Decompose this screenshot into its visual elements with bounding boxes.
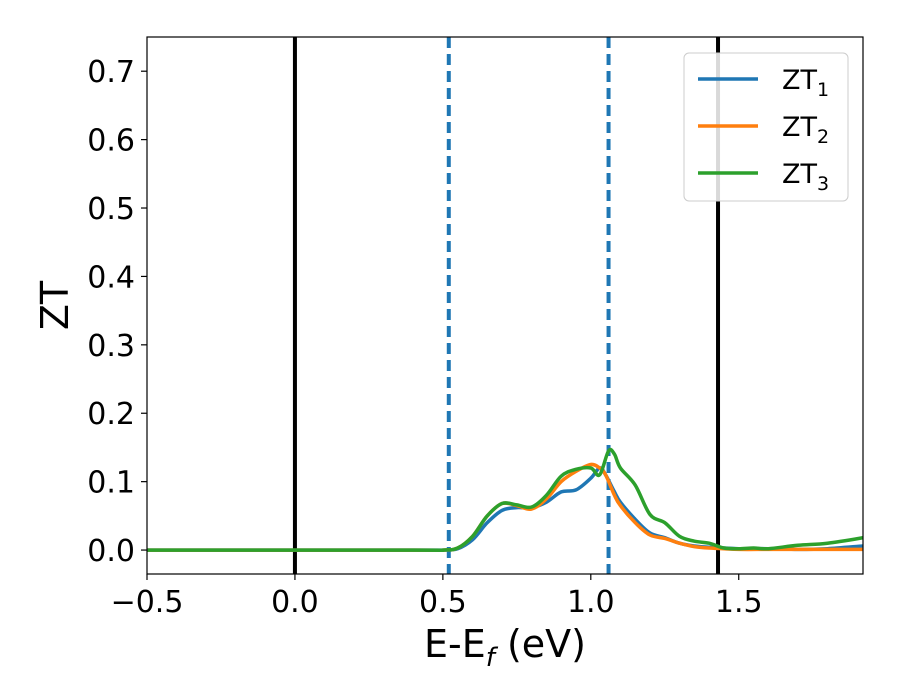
- x-tick-label-1: 0.0: [271, 585, 319, 620]
- legend-label-main: ZT: [782, 112, 817, 143]
- x-axis-ticks: −0.5 0.0 0.5 1.0 1.5: [111, 574, 763, 620]
- series-line-3: [147, 447, 863, 552]
- x-tick-label-0: −0.5: [111, 585, 184, 620]
- plot-frame: [146, 36, 864, 575]
- legend-label-main: ZT: [782, 159, 817, 190]
- vertical-reference-lines: [292, 37, 721, 574]
- series-line-1: [147, 466, 863, 552]
- x-tick-label-2: 0.5: [419, 585, 467, 620]
- x-axis-label: E-Ef (eV): [424, 622, 586, 673]
- legend-label-subscript: 1: [817, 79, 829, 101]
- y-tick-label-7: 0.7: [87, 55, 135, 90]
- legend-label-main: ZT: [782, 65, 817, 96]
- y-tick-label-4: 0.4: [87, 260, 135, 295]
- y-tick-label-6: 0.6: [87, 124, 135, 159]
- y-tick-label-2: 0.2: [87, 397, 135, 432]
- legend-box: [683, 52, 849, 202]
- x-tick-label-3: 1.0: [567, 585, 615, 620]
- series-lines: [147, 447, 863, 552]
- x-axis-label-main: E-E: [424, 622, 486, 666]
- legend-label-2: ZT2: [782, 112, 829, 148]
- legend-label-3: ZT3: [782, 159, 829, 195]
- legend-label-1: ZT1: [782, 65, 829, 101]
- x-axis-label-unit: (eV): [495, 622, 586, 666]
- y-tick-label-0: 0.0: [87, 534, 135, 569]
- y-axis-ticks: 0.0 0.1 0.2 0.3 0.4 0.5 0.6 0.7: [87, 55, 147, 569]
- legend-label-subscript: 3: [817, 173, 829, 195]
- y-tick-label-3: 0.3: [87, 329, 135, 364]
- y-axis-label: ZT: [33, 280, 77, 330]
- legend-label-subscript: 2: [817, 126, 829, 148]
- series-line-2: [147, 462, 863, 552]
- y-tick-label-5: 0.5: [87, 192, 135, 227]
- y-tick-label-1: 0.1: [87, 466, 135, 501]
- x-tick-label-4: 1.5: [715, 585, 763, 620]
